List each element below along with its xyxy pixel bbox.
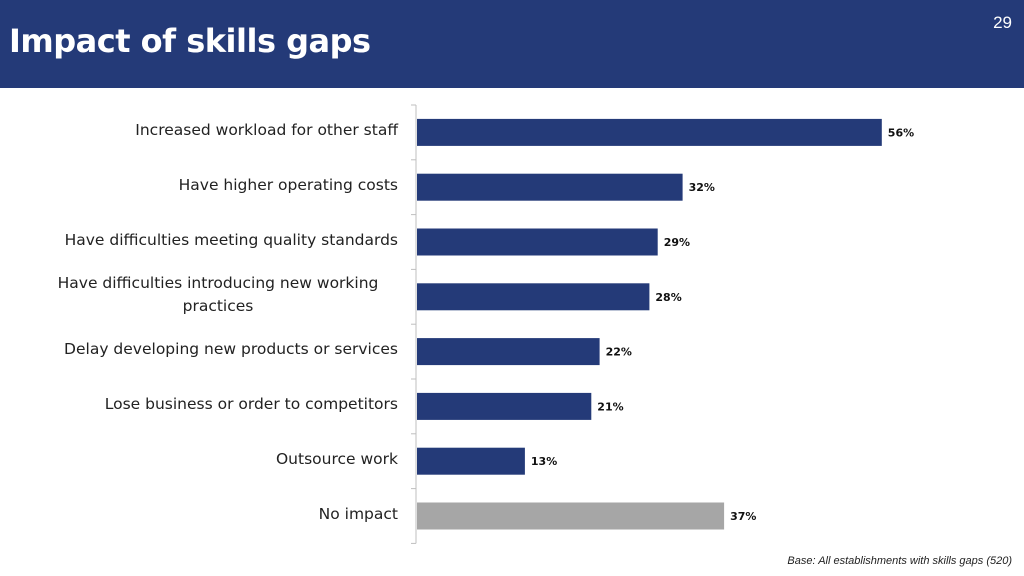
data-label: 21% [597,400,623,413]
bar [417,283,650,311]
base-footnote: Base: All establishments with skills gap… [787,555,1012,567]
data-label: 22% [606,346,632,359]
category-label: Increased workload for other staff [135,120,398,139]
page-number: 29 [993,13,1012,32]
bar [417,502,725,530]
bar [417,228,658,256]
data-label: 56% [888,126,914,139]
bar [417,447,525,475]
category-label: Have difficulties meeting quality standa… [64,230,398,249]
data-label: 28% [655,291,681,304]
header-bar: Impact of skills gaps 29 [0,0,1024,88]
category-label: Delay developing new products or service… [64,340,398,359]
data-label: 37% [730,510,756,523]
category-label: No impact [318,504,398,523]
bar [417,338,600,366]
category-label: Have higher operating costs [178,175,398,194]
bar [417,392,592,420]
bar [417,118,882,146]
data-label: 13% [531,455,557,468]
category-label: Lose business or order to competitors [104,394,398,413]
category-label: Have difficulties introducing new workin… [57,273,379,315]
bar [417,173,683,201]
category-label: Outsource work [275,449,398,468]
page-title: Impact of skills gaps [9,22,371,60]
data-label: 29% [664,236,690,249]
data-label: 32% [689,181,715,194]
